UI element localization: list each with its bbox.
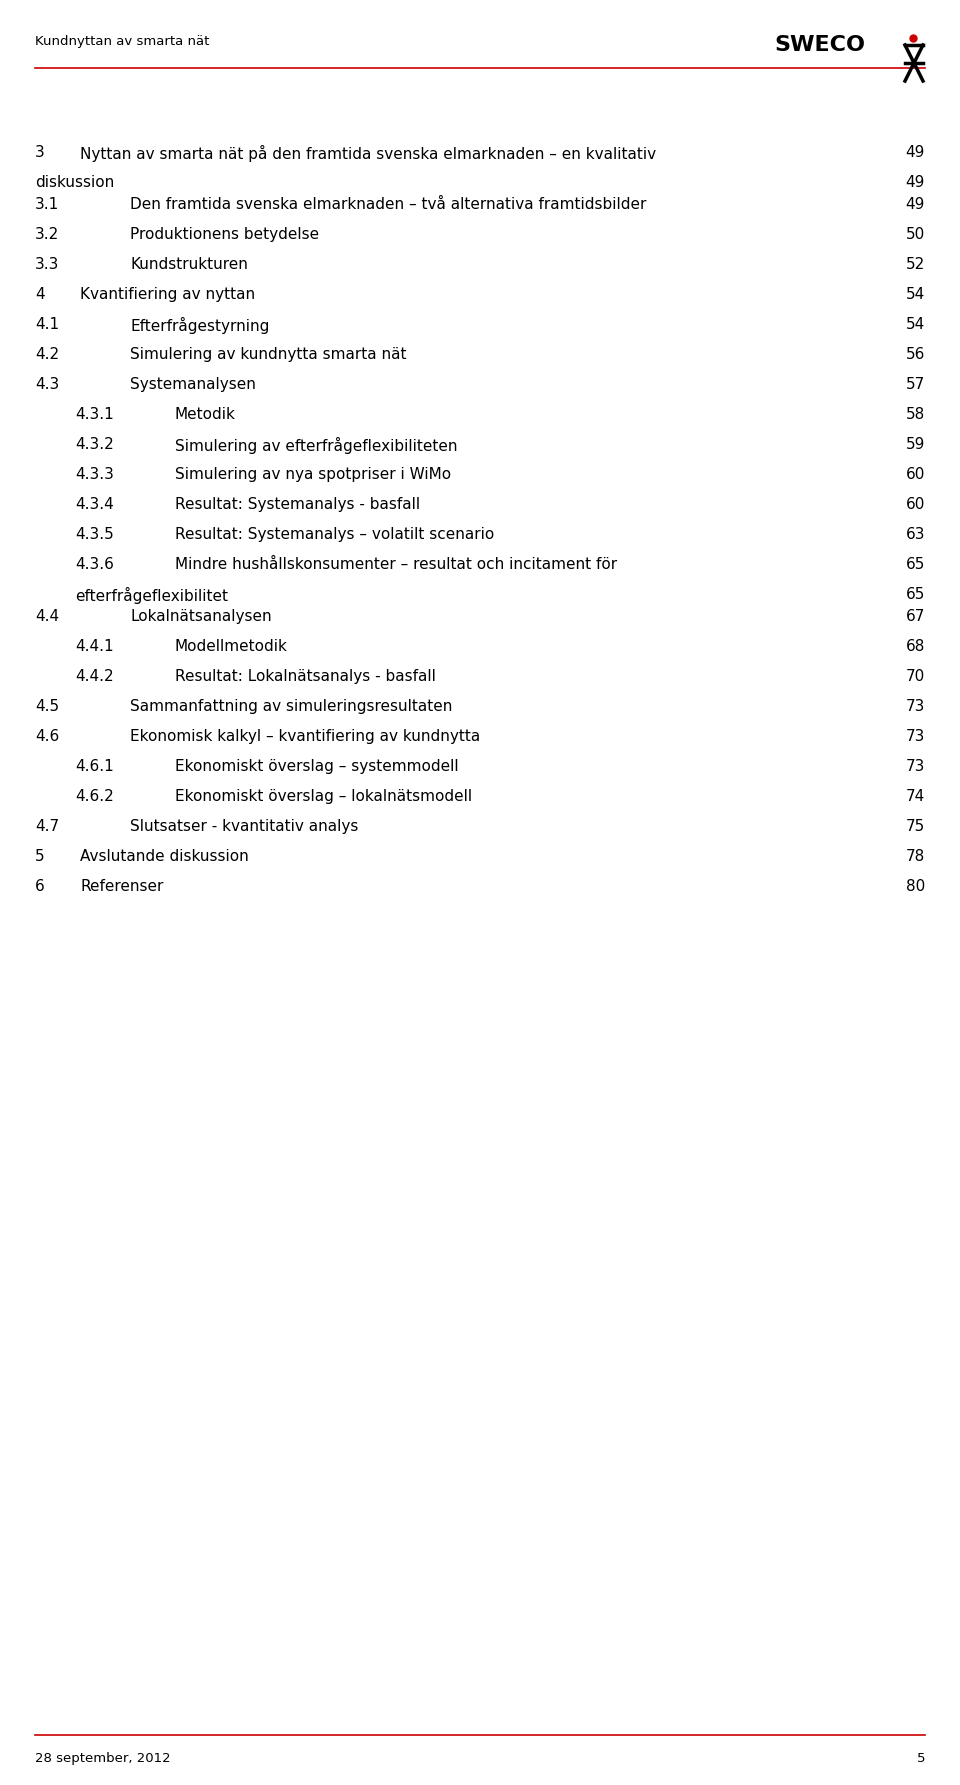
Text: 4.5: 4.5 — [35, 700, 60, 714]
Text: 74: 74 — [905, 789, 925, 803]
Text: 4.4.1: 4.4.1 — [75, 639, 113, 653]
Text: 4.3.6: 4.3.6 — [75, 557, 114, 571]
Text: 54: 54 — [905, 287, 925, 302]
Text: Ekonomiskt överslag – lokalnätsmodell: Ekonomiskt överslag – lokalnätsmodell — [175, 789, 472, 803]
Text: 4.7: 4.7 — [35, 819, 60, 834]
Text: Kvantifiering av nyttan: Kvantifiering av nyttan — [80, 287, 255, 302]
Text: Mindre hushållskonsumenter – resultat och incitament för: Mindre hushållskonsumenter – resultat oc… — [175, 557, 617, 571]
Text: Modellmetodik: Modellmetodik — [175, 639, 288, 653]
Text: 4.6: 4.6 — [35, 728, 60, 744]
Text: Simulering av efterfrågeflexibiliteten: Simulering av efterfrågeflexibiliteten — [175, 437, 458, 453]
Text: 4.3.3: 4.3.3 — [75, 468, 114, 482]
Text: 63: 63 — [905, 527, 925, 543]
Text: 3.2: 3.2 — [35, 227, 60, 243]
Text: SWECO: SWECO — [774, 36, 865, 55]
Text: 4.3.5: 4.3.5 — [75, 527, 113, 543]
Text: Resultat: Lokalnätsanalys - basfall: Resultat: Lokalnätsanalys - basfall — [175, 669, 436, 684]
Text: 49: 49 — [905, 196, 925, 212]
Text: 58: 58 — [905, 407, 925, 421]
Text: 4: 4 — [35, 287, 44, 302]
Text: Simulering av nya spotpriser i WiMo: Simulering av nya spotpriser i WiMo — [175, 468, 451, 482]
Text: 57: 57 — [905, 377, 925, 393]
Text: Slutsatser - kvantitativ analys: Slutsatser - kvantitativ analys — [130, 819, 358, 834]
Text: 28 september, 2012: 28 september, 2012 — [35, 1753, 171, 1765]
Text: 4.2: 4.2 — [35, 346, 60, 362]
Text: 49: 49 — [905, 145, 925, 161]
Text: 73: 73 — [905, 700, 925, 714]
Text: Lokalnätsanalysen: Lokalnätsanalysen — [130, 609, 272, 625]
Text: 75: 75 — [905, 819, 925, 834]
Text: Kundstrukturen: Kundstrukturen — [130, 257, 248, 271]
Text: Nyttan av smarta nät på den framtida svenska elmarknaden – en kvalitativ: Nyttan av smarta nät på den framtida sve… — [80, 145, 656, 162]
Text: 4.3.2: 4.3.2 — [75, 437, 113, 452]
Text: 80: 80 — [905, 878, 925, 894]
Text: 60: 60 — [905, 496, 925, 512]
Text: Resultat: Systemanalys – volatilt scenario: Resultat: Systemanalys – volatilt scenar… — [175, 527, 494, 543]
Text: Avslutande diskussion: Avslutande diskussion — [80, 850, 249, 864]
Text: 4.3.4: 4.3.4 — [75, 496, 113, 512]
Text: 73: 73 — [905, 728, 925, 744]
Text: 50: 50 — [905, 227, 925, 243]
Text: Ekonomiskt överslag – systemmodell: Ekonomiskt överslag – systemmodell — [175, 759, 459, 775]
Text: 5: 5 — [35, 850, 44, 864]
Text: 4.6.1: 4.6.1 — [75, 759, 113, 775]
Text: 3: 3 — [35, 145, 45, 161]
Text: Resultat: Systemanalys - basfall: Resultat: Systemanalys - basfall — [175, 496, 420, 512]
Text: 4.4: 4.4 — [35, 609, 60, 625]
Text: 65: 65 — [905, 587, 925, 602]
Text: 54: 54 — [905, 318, 925, 332]
Text: Kundnyttan av smarta nät: Kundnyttan av smarta nät — [35, 36, 209, 48]
Text: Den framtida svenska elmarknaden – två alternativa framtidsbilder: Den framtida svenska elmarknaden – två a… — [130, 196, 646, 212]
Text: 73: 73 — [905, 759, 925, 775]
Text: 65: 65 — [905, 557, 925, 571]
Text: 4.4.2: 4.4.2 — [75, 669, 113, 684]
Text: 52: 52 — [905, 257, 925, 271]
Text: Sammanfattning av simuleringsresultaten: Sammanfattning av simuleringsresultaten — [130, 700, 452, 714]
Text: 6: 6 — [35, 878, 45, 894]
Text: 4.3.1: 4.3.1 — [75, 407, 113, 421]
Text: efterfrågeflexibilitet: efterfrågeflexibilitet — [75, 587, 228, 603]
Text: Metodik: Metodik — [175, 407, 236, 421]
Text: 78: 78 — [905, 850, 925, 864]
Text: Systemanalysen: Systemanalysen — [130, 377, 256, 393]
Text: Produktionens betydelse: Produktionens betydelse — [130, 227, 319, 243]
Text: Simulering av kundnytta smarta nät: Simulering av kundnytta smarta nät — [130, 346, 406, 362]
Text: 3.1: 3.1 — [35, 196, 60, 212]
Text: Ekonomisk kalkyl – kvantifiering av kundnytta: Ekonomisk kalkyl – kvantifiering av kund… — [130, 728, 480, 744]
Text: 60: 60 — [905, 468, 925, 482]
Text: 67: 67 — [905, 609, 925, 625]
Text: 59: 59 — [905, 437, 925, 452]
Text: 4.1: 4.1 — [35, 318, 60, 332]
Text: 68: 68 — [905, 639, 925, 653]
Text: 3.3: 3.3 — [35, 257, 60, 271]
Text: Efterfrågestyrning: Efterfrågestyrning — [130, 318, 270, 334]
Text: 49: 49 — [905, 175, 925, 189]
Text: 56: 56 — [905, 346, 925, 362]
Text: 5: 5 — [917, 1753, 925, 1765]
Text: 70: 70 — [905, 669, 925, 684]
Text: Referenser: Referenser — [80, 878, 163, 894]
Text: diskussion: diskussion — [35, 175, 114, 189]
Text: 4.6.2: 4.6.2 — [75, 789, 113, 803]
Text: 4.3: 4.3 — [35, 377, 60, 393]
